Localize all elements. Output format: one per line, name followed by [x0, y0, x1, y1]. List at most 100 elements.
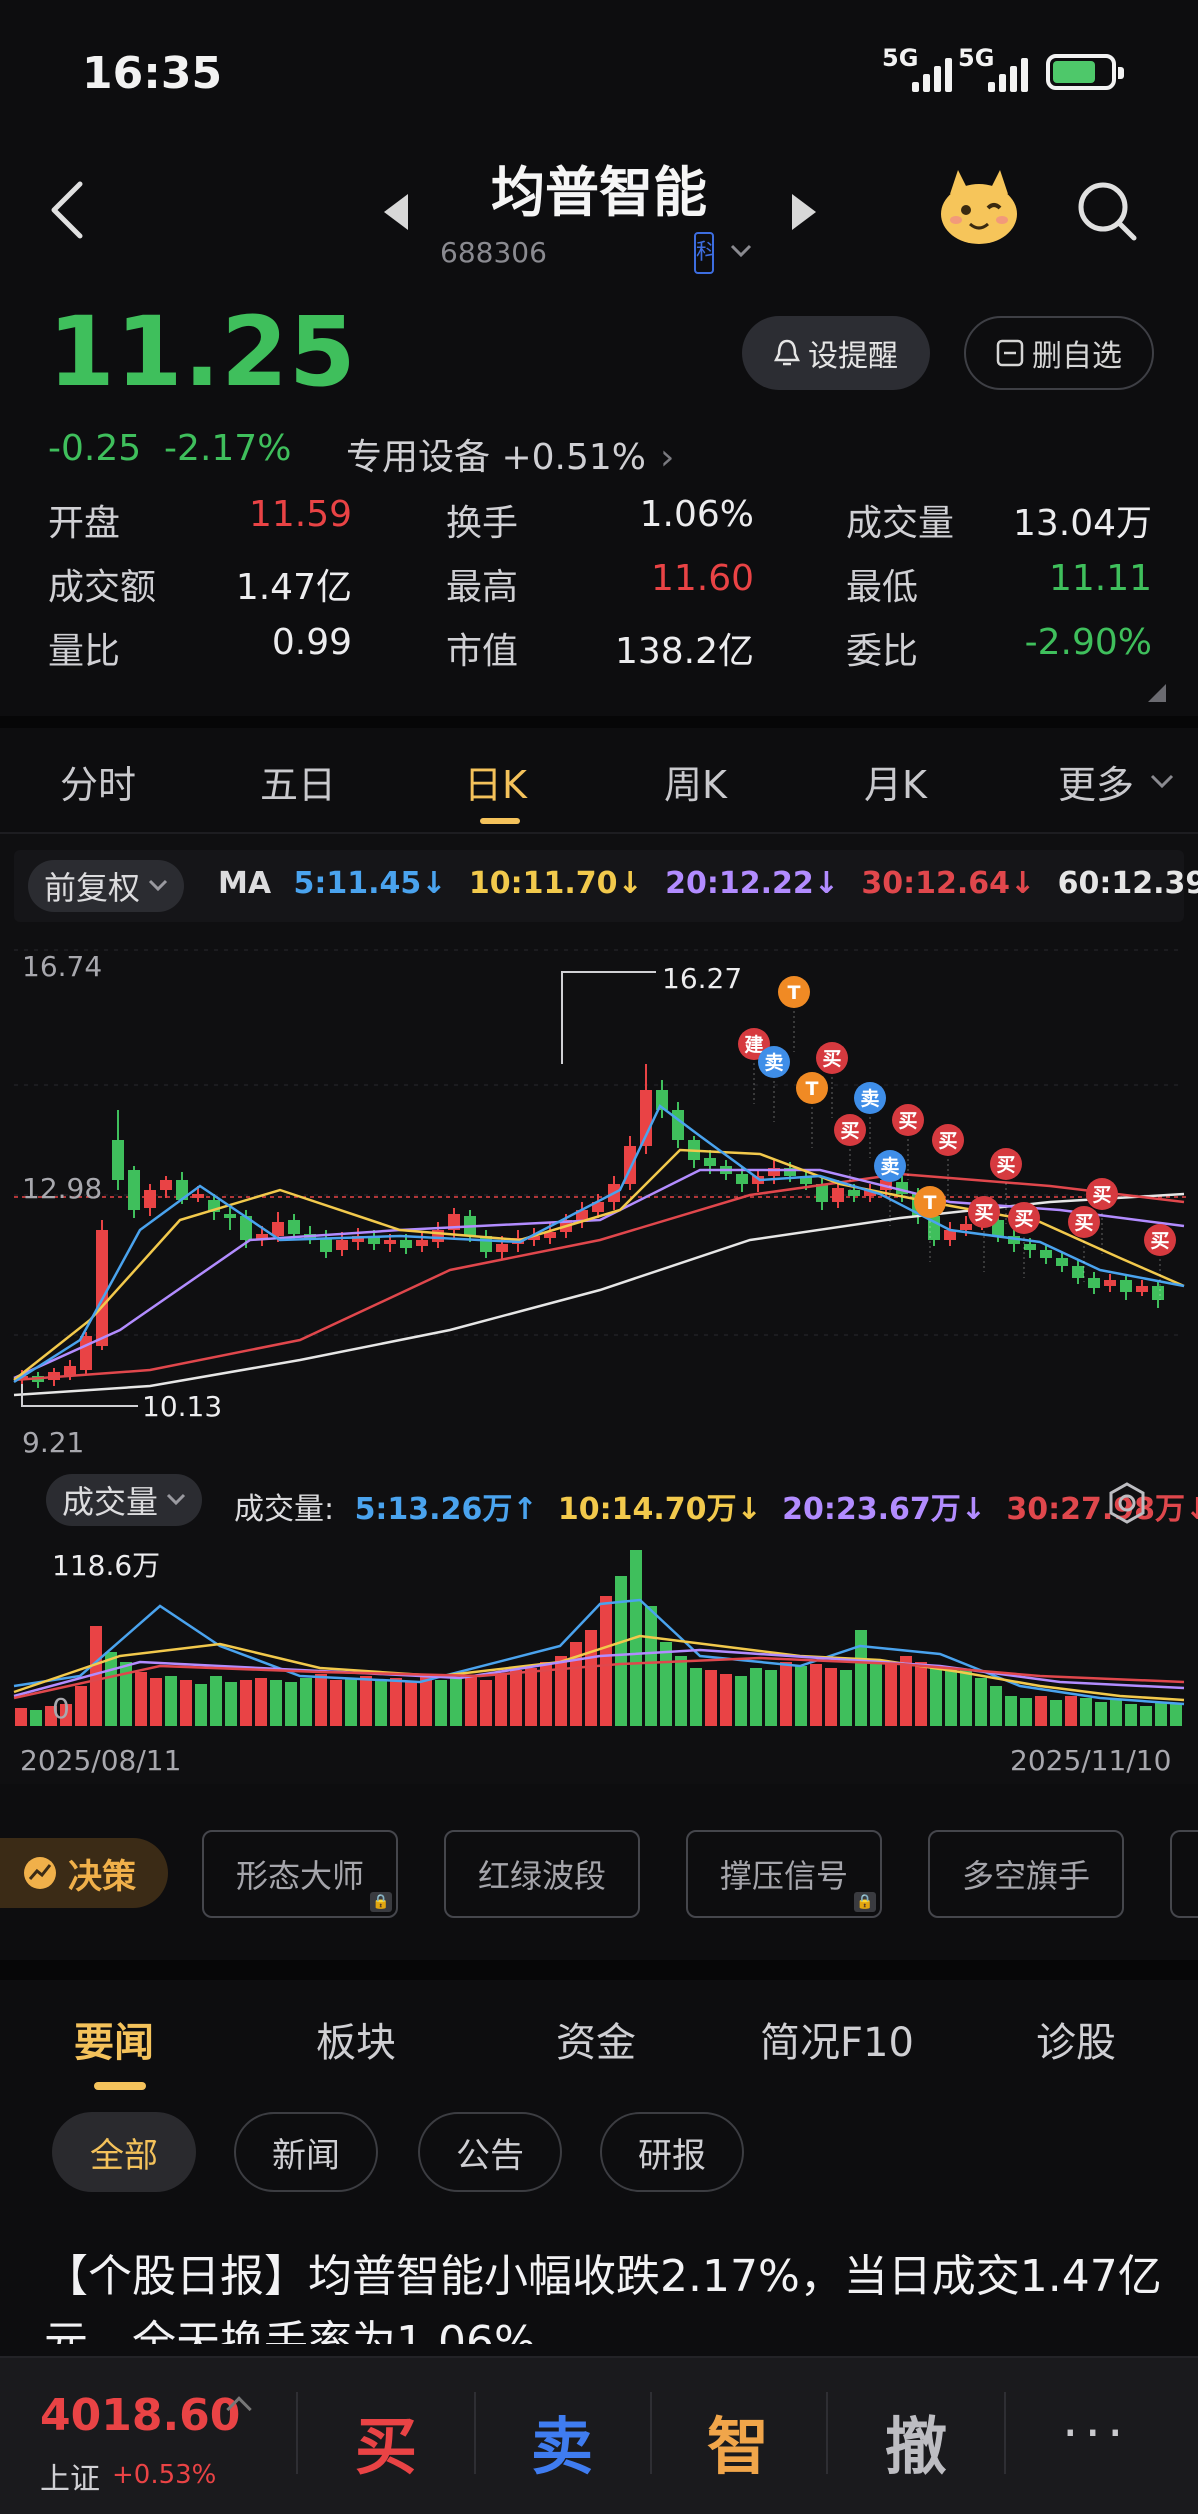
chip-red-green-band[interactable]: 红绿波段	[444, 1830, 640, 1918]
volume-bar	[705, 1670, 717, 1726]
volume-bar	[585, 1630, 597, 1726]
news-headline[interactable]: 【个股日报】均普智能小幅收跌2.17%，当日成交1.47亿元，全天换手率为1.0…	[44, 2251, 1162, 2344]
filter-all[interactable]: 全部	[52, 2112, 196, 2192]
signal-icon-2	[988, 54, 1028, 92]
next-stock-icon[interactable]	[792, 194, 816, 230]
divider	[296, 2392, 298, 2474]
more-menu-icon[interactable]: ···	[1062, 2404, 1130, 2464]
adjust-dropdown[interactable]: 前复权	[28, 860, 185, 912]
mascot-avatar-icon[interactable]	[936, 168, 1022, 246]
candle-body	[96, 1230, 108, 1346]
expand-corner-icon[interactable]	[1148, 684, 1166, 702]
volume-bar	[510, 1670, 522, 1726]
volume-bar	[540, 1662, 552, 1726]
sector-link[interactable]: 专用设备 +0.51% ›	[346, 428, 674, 480]
settings-gear-icon[interactable]	[1106, 1482, 1148, 1524]
ma-line	[13, 1172, 1185, 1382]
volume-bar	[1050, 1700, 1062, 1726]
market-badge[interactable]: 科	[694, 232, 714, 274]
signal-label: 买	[996, 1154, 1015, 1176]
remove-watchlist-button[interactable]: 删自选	[964, 316, 1154, 390]
amount-label: 成交额	[48, 567, 157, 608]
tab-weekly-k[interactable]: 周K	[664, 763, 727, 807]
candle-body	[800, 1176, 812, 1184]
current-price: 11.25	[48, 296, 357, 408]
smart-button[interactable]: 智	[706, 2410, 769, 2483]
filter-announcement[interactable]: 公告	[418, 2112, 562, 2192]
chip-support-resistance[interactable]: 撑压信号 🔒	[686, 1830, 882, 1918]
tab-five-day[interactable]: 五日	[260, 763, 337, 807]
set-alert-button[interactable]: 设提醒	[742, 316, 930, 390]
tab-diagnose[interactable]: 诊股	[1036, 2020, 1116, 2066]
chip-pattern-master[interactable]: 形态大师 🔒	[202, 1830, 398, 1918]
buy-button[interactable]: 买	[354, 2410, 417, 2483]
volume-bar	[435, 1680, 447, 1726]
amount-value: 1.47亿	[235, 567, 352, 608]
volume-bar	[75, 1686, 87, 1726]
tab-intraday[interactable]: 分时	[60, 763, 137, 807]
chip-overflow[interactable]	[1170, 1830, 1198, 1918]
signal-marker	[1086, 1178, 1118, 1210]
candle-body	[656, 1090, 668, 1110]
status-time: 16:35	[82, 48, 223, 99]
low-value: 11.11	[1048, 558, 1152, 599]
signal-marker	[968, 1196, 1000, 1228]
volume-bar	[600, 1596, 612, 1726]
network-label-1: 5G	[882, 44, 919, 72]
turnover-value: 1.06%	[639, 494, 754, 535]
candle-body	[256, 1234, 268, 1240]
signal-label: 买	[898, 1110, 917, 1132]
tab-more[interactable]: 更多	[1058, 763, 1135, 807]
cancel-order-button[interactable]: 撤	[884, 2410, 947, 2483]
open-label: 开盘	[48, 503, 121, 544]
candle-body	[960, 1224, 972, 1230]
signal-label: T	[788, 982, 801, 1004]
sell-button[interactable]: 卖	[530, 2410, 593, 2483]
tab-funds[interactable]: 资金	[556, 2020, 636, 2066]
tab-daily-k[interactable]: 日K	[464, 763, 527, 807]
candle-body	[112, 1140, 124, 1180]
back-arrow-icon[interactable]	[48, 180, 88, 240]
volume-bar	[990, 1686, 1002, 1726]
decision-button[interactable]: 决策	[0, 1838, 168, 1908]
candle-body	[864, 1190, 876, 1196]
tab-sector[interactable]: 板块	[316, 2020, 396, 2066]
tab-f10[interactable]: 简况F10	[760, 2020, 914, 2066]
filter-research[interactable]: 研报	[600, 2112, 744, 2192]
chevron-down-icon[interactable]	[1150, 774, 1174, 790]
signal-marker	[932, 1124, 964, 1156]
volume-bar	[270, 1680, 282, 1726]
chip-bull-bear-flag[interactable]: 多空旗手	[928, 1830, 1124, 1918]
prev-stock-icon[interactable]	[384, 194, 408, 230]
candle-body	[944, 1230, 956, 1240]
volume-prefix: 成交量:	[234, 1492, 335, 1527]
candlestick-chart[interactable]: T建卖 买T 卖买 买买卖 买T 买买买买买	[0, 940, 1198, 1470]
search-icon[interactable]	[1076, 180, 1138, 242]
tab-monthly-k[interactable]: 月K	[864, 763, 927, 807]
chevron-down-icon[interactable]	[730, 244, 752, 258]
volume-bar	[1005, 1696, 1017, 1726]
minus-box-icon	[996, 339, 1024, 367]
volume-bar	[180, 1680, 192, 1726]
divider	[474, 2392, 476, 2474]
candle-body	[224, 1214, 236, 1218]
bid-ratio-value: -2.90%	[1024, 622, 1152, 663]
volume-dropdown[interactable]: 成交量	[46, 1474, 203, 1526]
filter-news[interactable]: 新闻	[234, 2112, 378, 2192]
volume-bar	[1110, 1700, 1122, 1726]
stock-code: 688306	[440, 236, 547, 269]
low-marker-line	[21, 1384, 138, 1407]
chevron-down-icon	[166, 1493, 186, 1506]
volume-bar	[480, 1680, 492, 1726]
candle-body	[1136, 1286, 1148, 1292]
ma-line	[13, 1148, 1185, 1381]
index-value[interactable]: 4018.60	[40, 2390, 241, 2441]
volume-bar	[900, 1656, 912, 1726]
volume-bar	[945, 1668, 957, 1726]
volume-dropdown-label: 成交量	[62, 1483, 159, 1521]
volume-bar	[375, 1680, 387, 1726]
volume-chart[interactable]	[0, 1536, 1198, 1726]
battery-charging-icon	[1046, 54, 1124, 90]
tab-news-main[interactable]: 要闻	[74, 2020, 154, 2066]
volume-bar	[735, 1676, 747, 1726]
